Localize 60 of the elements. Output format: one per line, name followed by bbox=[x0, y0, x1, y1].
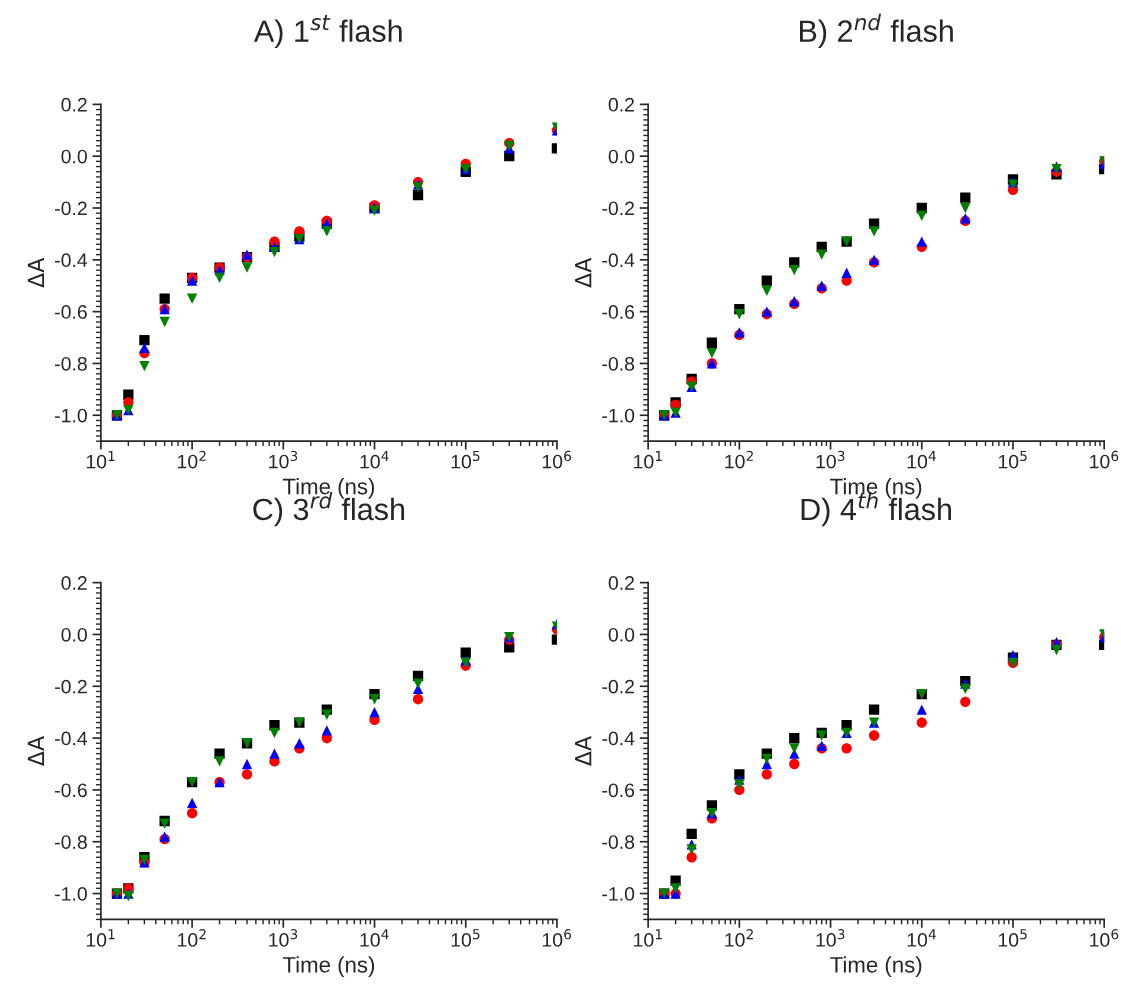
x-tick-label: 10$^{1}$ bbox=[634, 929, 662, 947]
x-tick-label: 10$^{6}$ bbox=[542, 450, 571, 469]
x-tick-label: 10$^{1}$ bbox=[86, 929, 115, 947]
x-tick-label: 10$^{5}$ bbox=[998, 450, 1027, 469]
x-tick-label: 10$^{2}$ bbox=[725, 450, 753, 469]
x-tick-label: 10$^{2}$ bbox=[178, 450, 206, 469]
y-tick-label: -0.8 bbox=[602, 356, 635, 371]
x-tick-label: 10$^{4}$ bbox=[907, 929, 936, 947]
y-tick-label: -1.0 bbox=[55, 887, 87, 901]
y-tick-label: -0.6 bbox=[602, 783, 635, 798]
y-tick-label: -1.0 bbox=[602, 887, 635, 901]
y-tick-label: -0.2 bbox=[602, 201, 634, 216]
y-tick-label: 0.2 bbox=[61, 576, 87, 590]
x-tick-label: 10$^{3}$ bbox=[816, 450, 845, 469]
x-tick-label: 10$^{5}$ bbox=[451, 450, 480, 469]
x-tick-label: 10$^{2}$ bbox=[725, 929, 753, 947]
x-tick-label: 10$^{3}$ bbox=[269, 929, 298, 947]
y-tick-label: -0.2 bbox=[602, 679, 634, 694]
y-tick-label: 0.2 bbox=[608, 97, 634, 112]
y-tick-label: -1.0 bbox=[602, 408, 635, 423]
x-tick-label: 10$^{6}$ bbox=[1090, 929, 1119, 947]
y-tick-label: -0.4 bbox=[55, 253, 88, 268]
y-tick-label: -0.8 bbox=[55, 835, 87, 849]
x-tick-label: 10$^{4}$ bbox=[907, 450, 936, 469]
x-tick-label: 10$^{2}$ bbox=[178, 929, 206, 947]
y-tick-label: 0.2 bbox=[608, 576, 634, 590]
y-tick-label: -0.8 bbox=[602, 835, 635, 849]
x-tick-label: 10$^{4}$ bbox=[360, 929, 389, 947]
x-tick-label: 10$^{3}$ bbox=[816, 929, 845, 947]
x-tick-label: 10$^{4}$ bbox=[360, 450, 389, 469]
x-tick-label: 10$^{5}$ bbox=[451, 929, 480, 947]
y-tick-label: -0.2 bbox=[55, 201, 87, 216]
y-tick-label: 0.0 bbox=[61, 149, 87, 164]
x-axis-title: Time (ns) bbox=[282, 956, 375, 978]
y-axis-title: ΔA bbox=[27, 736, 45, 767]
y-tick-label: 0.0 bbox=[608, 149, 635, 164]
y-tick-label: -0.4 bbox=[55, 731, 88, 746]
y-axis-title: ΔA bbox=[27, 257, 45, 288]
y-tick-label: -0.6 bbox=[55, 783, 87, 798]
x-tick-label: 10$^{1}$ bbox=[634, 450, 662, 469]
x-axis-title: Time (ns) bbox=[830, 956, 922, 978]
y-tick-label: -1.0 bbox=[55, 408, 87, 423]
y-tick-label: -0.4 bbox=[602, 253, 635, 268]
y-tick-label: -0.6 bbox=[55, 305, 87, 319]
y-tick-label: 0.0 bbox=[61, 627, 87, 642]
x-tick-label: 10$^{3}$ bbox=[269, 450, 298, 469]
y-axis-title: ΔA bbox=[575, 257, 592, 288]
chart-title: A) 1$^{st}$ flash bbox=[253, 14, 402, 49]
y-tick-label: 0.0 bbox=[608, 627, 635, 642]
x-tick-label: 10$^{5}$ bbox=[998, 929, 1027, 947]
y-tick-label: -0.2 bbox=[55, 679, 87, 694]
x-tick-label: 10$^{6}$ bbox=[1090, 450, 1119, 469]
y-tick-label: -0.4 bbox=[602, 731, 635, 746]
chart-title: B) 2$^{nd}$ flash bbox=[799, 13, 953, 49]
x-tick-label: 10$^{6}$ bbox=[542, 929, 571, 947]
y-axis-title: ΔA bbox=[575, 736, 592, 767]
y-tick-label: 0.2 bbox=[61, 97, 87, 112]
y-tick-label: -0.8 bbox=[55, 356, 87, 371]
x-tick-label: 10$^{1}$ bbox=[86, 450, 115, 469]
y-tick-label: -0.6 bbox=[602, 305, 635, 319]
